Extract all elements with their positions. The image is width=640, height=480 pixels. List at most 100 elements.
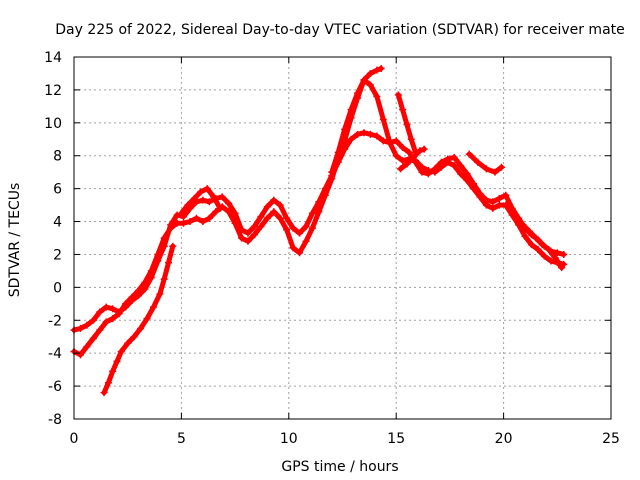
data-point [373, 66, 381, 74]
series-track-early [100, 242, 177, 397]
data-point [210, 193, 218, 201]
data-point [482, 201, 490, 209]
data-point [203, 185, 211, 193]
data-point [160, 275, 168, 283]
data-point [512, 213, 520, 221]
data-point [321, 191, 329, 199]
data-point [463, 170, 471, 178]
y-tick-label: -6 [48, 379, 62, 395]
series-band [514, 214, 565, 271]
data-point [366, 81, 374, 89]
data-point [482, 165, 490, 173]
data-point [399, 106, 407, 114]
y-tick-label: -2 [48, 313, 62, 329]
data-point [360, 76, 368, 84]
data-point [205, 214, 213, 222]
data-point [102, 303, 110, 311]
data-point [519, 221, 527, 229]
data-point [551, 254, 559, 262]
data-point [407, 135, 415, 143]
data-point [399, 157, 407, 165]
data-point [373, 92, 381, 100]
data-point [405, 148, 413, 156]
data-point [296, 249, 304, 257]
chart-title: Day 225 of 2022, Sidereal Day-to-day VTE… [55, 22, 625, 38]
data-point [89, 316, 97, 324]
data-point [141, 278, 149, 286]
data-point [347, 106, 355, 114]
data-point [205, 198, 213, 206]
data-point [424, 167, 432, 175]
data-point [154, 250, 162, 258]
y-tick-label: 8 [53, 149, 62, 165]
data-point [199, 196, 207, 204]
data-point [134, 287, 142, 295]
y-axis-label: SDTVAR / TECUs [7, 183, 23, 298]
data-point [354, 89, 362, 97]
data-point [502, 191, 510, 199]
data-point [257, 222, 265, 230]
data-point [328, 168, 336, 176]
data-point [431, 168, 439, 176]
data-point [302, 237, 310, 245]
data-point [489, 198, 497, 206]
grid [74, 57, 611, 419]
data-point [156, 290, 164, 298]
data-point [283, 214, 291, 222]
data-point [403, 120, 411, 128]
data-point [450, 162, 458, 170]
data-point [122, 300, 130, 308]
data-point [545, 246, 553, 254]
series-track-night [512, 213, 566, 272]
data-point [373, 132, 381, 140]
data-point [360, 129, 368, 137]
data-point [296, 229, 304, 237]
data-point [289, 224, 297, 232]
data-series [70, 65, 568, 397]
data-point [403, 160, 411, 168]
data-point [457, 162, 465, 170]
data-point [420, 145, 428, 153]
data-point [143, 315, 151, 323]
data-point [283, 226, 291, 234]
y-tick-label: 12 [44, 83, 62, 99]
data-point [532, 234, 540, 242]
x-tick-label: 20 [495, 431, 513, 447]
data-point [186, 218, 194, 226]
y-tick-label: -4 [48, 346, 62, 362]
data-point [231, 209, 239, 217]
data-point [528, 241, 536, 249]
data-point [547, 257, 555, 265]
data-point [147, 267, 155, 275]
data-point [76, 351, 84, 359]
data-point [263, 203, 271, 211]
data-point [244, 229, 252, 237]
data-point [560, 250, 568, 258]
data-point [334, 148, 342, 156]
data-point [392, 137, 400, 145]
data-point [341, 125, 349, 133]
data-point [396, 165, 404, 173]
data-point [109, 315, 117, 323]
data-point [444, 158, 452, 166]
data-point [347, 135, 355, 143]
data-point [128, 293, 136, 301]
data-point [394, 91, 402, 99]
data-point [502, 201, 510, 209]
data-point [130, 333, 138, 341]
data-point [457, 170, 465, 178]
x-tick-label: 0 [70, 431, 79, 447]
series-track-peak [328, 65, 385, 176]
data-point [450, 153, 458, 161]
data-point [538, 241, 546, 249]
data-point [113, 357, 121, 365]
data-point [257, 213, 265, 221]
data-point [366, 69, 374, 77]
data-point [231, 219, 239, 227]
data-point [270, 196, 278, 204]
data-point [553, 249, 561, 257]
data-point [416, 147, 424, 155]
data-point [173, 211, 181, 219]
data-point [497, 163, 505, 171]
data-point [199, 218, 207, 226]
